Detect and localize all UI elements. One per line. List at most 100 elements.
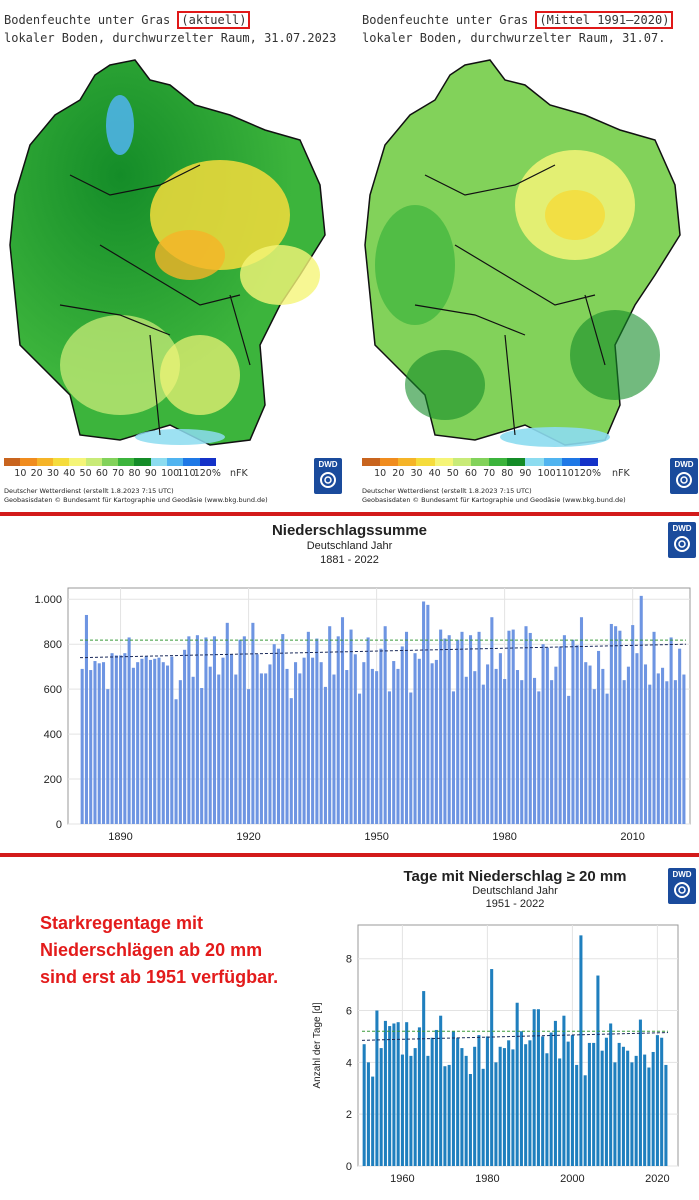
bar [541,1036,545,1166]
bar [319,662,323,824]
bar [673,680,677,824]
state-borders-mean [414,164,606,436]
bar [639,595,643,824]
bar [302,657,306,824]
bar [562,1015,566,1166]
bar [315,638,319,824]
bar [665,681,669,824]
bar [221,657,225,824]
dwd-logo-icon: DWD [668,868,696,904]
bar [456,1037,460,1166]
y-tick-label: 2 [346,1109,352,1121]
bar [481,684,485,824]
bar [217,674,221,824]
bar [643,1054,647,1166]
bar [272,644,276,824]
legend-swatch [416,458,435,466]
dwd-logo-icon: DWD [670,458,698,494]
bar [238,639,242,824]
bar [110,653,114,824]
bar [490,969,494,1166]
chart1-title: Niederschlagssumme [271,522,428,539]
x-tick-label: 2010 [620,831,644,843]
map-left-title-text: Bodenfeuchte unter Gras [4,13,178,27]
bar [524,1044,528,1166]
wet-region-alps [135,429,225,445]
wet-region-west-mean [375,205,455,325]
bar [396,668,400,824]
bar [439,1015,443,1166]
bar [511,629,515,824]
dry-region-southeast [240,245,320,305]
bar [583,1075,587,1166]
legend-label: 70 [112,468,125,479]
map-left-title: Bodenfeuchte unter Gras (aktuell) [4,11,251,29]
bar [379,648,383,824]
bar [106,689,110,824]
x-tick-label: 1980 [475,1173,499,1185]
bar [532,1009,536,1166]
note-line-3: sind erst ab 1951 verfügbar. [40,967,279,987]
bar [554,666,558,824]
bar [567,695,571,824]
bar [191,676,195,824]
bar [225,622,229,824]
y-tick-label: 0 [346,1161,352,1173]
legend-swatch [452,458,471,466]
legend-label: 110 [177,468,196,479]
bar [187,636,191,824]
bar [157,657,161,824]
bar [362,662,366,824]
y-tick-label: 200 [44,774,62,786]
legend-label: 10 [374,468,387,479]
legend-label: 30 [410,468,423,479]
bar [174,699,178,824]
bar [242,636,246,824]
bar [422,991,426,1166]
legend-label: 40 [428,468,441,479]
bar [634,1055,638,1166]
bar [426,1055,430,1166]
bar [558,646,562,824]
bar [422,601,426,824]
chart-heavy-rain-days: 0 2 4 6 8 1960 1980 2000 2020 Anzahl der Tage [d] [312,924,679,1185]
bar [396,1022,400,1166]
legend-label: 120% [573,468,602,479]
bar [375,1010,379,1166]
legend-label: 100 [537,468,556,479]
bar [268,664,272,824]
bar [430,1037,434,1166]
bar [520,680,524,824]
bar [413,653,417,824]
x-tick-label: 1890 [108,831,132,843]
bar [345,670,349,824]
bar [460,631,464,824]
bar [651,1051,655,1166]
bar [464,676,468,824]
bar [597,650,601,824]
bar [617,1042,621,1166]
bar [183,649,187,824]
bar [533,677,537,824]
bar [468,635,473,824]
bar [528,1040,532,1166]
bar [332,674,336,824]
legend-mean: 10 20 30 40 50 60 70 80 90 100 110 120% nFK [362,458,630,479]
y-tick-label: 1.000 [34,594,62,606]
bar [144,656,148,824]
bar [498,653,502,824]
legend-swatch [101,458,119,466]
legend-label: 120% [193,468,221,479]
legend-swatch [85,458,102,466]
bar [635,653,639,824]
dwd-logo-icon: DWD [314,458,342,494]
annotation-note: Starkregentage mit Niederschlägen ab 20 … [40,910,278,991]
legend-label: 60 [95,468,108,479]
bar [195,635,199,824]
bar [678,648,682,824]
bar [409,1055,413,1166]
bar [647,1067,651,1166]
bar [515,1002,519,1166]
bar [178,680,182,824]
bar [153,658,157,824]
